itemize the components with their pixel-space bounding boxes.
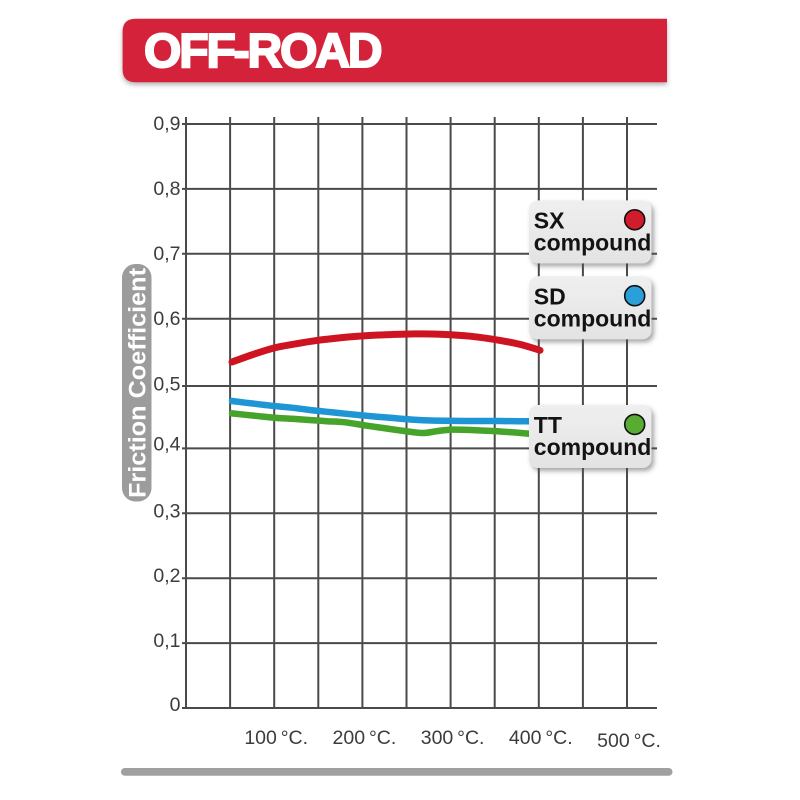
svg-text:0,6: 0,6 [153,308,180,330]
svg-text:0,7: 0,7 [153,243,180,265]
svg-text:SD: SD [534,284,566,310]
svg-text:300 °C.: 300 °C. [421,727,485,749]
svg-text:400 °C.: 400 °C. [509,727,573,749]
svg-text:0,5: 0,5 [153,374,180,396]
svg-text:100 °C.: 100 °C. [244,727,308,749]
svg-text:0,3: 0,3 [153,500,180,522]
svg-text:SX: SX [534,208,565,234]
svg-text:Friction Coefficient: Friction Coefficient [125,268,152,498]
svg-text:0,8: 0,8 [153,178,180,200]
svg-text:0: 0 [170,694,181,716]
svg-text:OFF-ROAD: OFF-ROAD [144,25,381,78]
svg-text:TT: TT [534,412,562,438]
svg-text:compound: compound [534,434,652,460]
svg-text:0,2: 0,2 [153,565,180,587]
svg-text:0,9: 0,9 [153,113,180,135]
svg-text:200 °C.: 200 °C. [333,727,397,749]
svg-text:500 °C.: 500 °C. [597,730,661,752]
svg-text:compound: compound [534,305,652,331]
svg-text:compound: compound [534,229,652,255]
svg-text:0,4: 0,4 [153,433,180,455]
svg-text:0,1: 0,1 [153,630,180,652]
